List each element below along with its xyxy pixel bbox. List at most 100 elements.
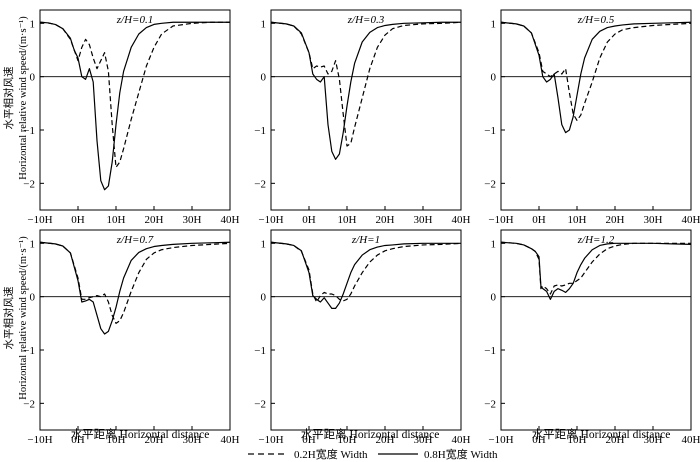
y-tick-label: 1 <box>261 238 267 250</box>
x-tick-label: 40H <box>221 214 240 226</box>
x-tick-label: 0H <box>532 214 546 226</box>
x-tick-label: 30H <box>644 214 663 226</box>
x-tick-label: −10H <box>27 434 52 446</box>
y-axis-label-en-top: Horizontal relative wind speed/(m·s⁻¹) <box>18 16 29 180</box>
series-solid-line <box>500 21 692 134</box>
series-dashed-line <box>500 21 692 121</box>
panel-title: z/H=1 <box>351 234 380 246</box>
y-tick-label: 0 <box>261 292 267 304</box>
panel-title: z/H=1.2 <box>577 234 615 246</box>
y-tick-label: 1 <box>30 18 36 30</box>
x-axis-label-3: 水平距离 Horizontal distance <box>532 427 671 441</box>
x-tick-label: 0H <box>71 434 85 446</box>
y-axis-label-bottom: 水平相对风速 Horizontal relative wind speed/(m… <box>2 236 29 400</box>
x-tick-label: 40H <box>682 214 700 226</box>
x-tick-label: 0H <box>302 434 316 446</box>
panel-title: z/H=0.5 <box>577 14 615 26</box>
y-tick-label: −2 <box>484 398 496 410</box>
series-dashed-line <box>500 241 691 295</box>
legend-label-0: 0.2H宽度 Width <box>294 447 368 461</box>
x-tick-label: −10H <box>27 214 52 226</box>
x-tick-label: 20H <box>145 214 164 226</box>
x-tick-label: 10H <box>107 214 126 226</box>
x-tick-label: 20H <box>145 434 164 446</box>
y-tick-label: −1 <box>23 125 35 137</box>
y-tick-label: 1 <box>491 18 497 30</box>
y-tick-label: −2 <box>23 178 35 190</box>
y-axis-label-cn-top: 水平相对风速 <box>2 66 15 129</box>
series-solid-line <box>500 241 692 300</box>
y-tick-label: 1 <box>261 18 267 30</box>
y-tick-label: −2 <box>254 178 266 190</box>
y-axis-label-cn-bottom: 水平相对风速 <box>2 286 15 349</box>
x-tick-label: 40H <box>221 434 240 446</box>
panels: z/H=0.1−10H 0H 10H 20H 30H 40H10−1−2z/H=0.3−1… <box>23 9 700 446</box>
x-tick-label: −10H <box>258 434 283 446</box>
plot-frame <box>500 9 692 211</box>
x-tick-label: 30H <box>414 214 433 226</box>
y-tick-label: −1 <box>23 345 35 357</box>
series-dashed-line <box>39 241 231 324</box>
y-tick-label: −2 <box>484 178 496 190</box>
series-solid-line <box>270 21 461 160</box>
x-tick-label: 0H <box>302 214 316 226</box>
panel-2: z/H=0.5 −10H 0H 10H 20H 30H 40H 1 0 −1 −2 <box>484 9 700 226</box>
series-dashed-line <box>39 21 230 168</box>
panel-0: z/H=0.1 −10H 0H 10H 20H 30H 40H 1 0 −1 −2 <box>23 9 240 226</box>
panel-1: z/H=0.3 −10H 0H 10H 20H 30H 40H 1 0 −1 −2 <box>254 9 471 226</box>
plot-frame <box>270 229 462 431</box>
x-tick-label: 10H <box>568 214 587 226</box>
x-axis-label-2: 水平距离 Horizontal distance <box>301 427 440 441</box>
x-tick-label: 0H <box>71 214 85 226</box>
panel-title: z/H=0.3 <box>347 14 385 26</box>
panel-4: z/H=1 −10H 0H 10H 20H 30H 40H 1 0 −1 −2 <box>254 229 471 446</box>
x-tick-label: 10H <box>338 434 357 446</box>
series-dashed-line <box>270 241 462 303</box>
panel-title: z/H=0.7 <box>116 234 154 246</box>
x-tick-label: 10H <box>338 214 357 226</box>
series-solid-line <box>270 241 461 309</box>
x-axis-label-1: 水平距离 Horizontal distance <box>71 427 210 441</box>
x-tick-label: 20H <box>606 214 625 226</box>
x-tick-label: 30H <box>644 434 663 446</box>
y-tick-label: 0 <box>491 292 497 304</box>
y-tick-label: 1 <box>491 238 497 250</box>
series-solid-line <box>39 241 231 335</box>
x-tick-label: 20H <box>376 434 395 446</box>
y-axis-label-top: 水平相对风速 Horizontal relative wind speed/(m… <box>2 16 29 180</box>
x-tick-label: 40H <box>452 214 471 226</box>
plot-frame <box>270 9 462 211</box>
legend: 0.2H宽度 Width 0.8H宽度 Width <box>248 447 498 461</box>
y-tick-label: 0 <box>30 72 36 84</box>
x-tick-label: 40H <box>682 434 700 446</box>
x-tick-label: −10H <box>488 434 513 446</box>
y-tick-label: −1 <box>484 345 496 357</box>
y-tick-label: −1 <box>254 125 266 137</box>
plot-frame <box>500 229 692 431</box>
y-tick-label: 1 <box>30 238 36 250</box>
plot-frame <box>39 229 231 431</box>
y-tick-label: 0 <box>261 72 267 84</box>
y-tick-label: −2 <box>23 398 35 410</box>
y-tick-label: 0 <box>491 72 497 84</box>
y-axis-label-en-bottom: Horizontal relative wind speed/(m·s⁻¹) <box>18 236 29 400</box>
x-tick-label: 20H <box>606 434 625 446</box>
x-tick-label: 40H <box>452 434 471 446</box>
y-tick-label: −1 <box>254 345 266 357</box>
x-tick-label: 10H <box>107 434 126 446</box>
panel-3: z/H=0.7 −10H 0H 10H 20H 30H 40H 1 0 −1 −2 <box>23 229 240 446</box>
legend-label-1: 0.8H宽度 Width <box>424 447 498 461</box>
x-tick-label: −10H <box>488 214 513 226</box>
x-tick-label: 30H <box>183 214 202 226</box>
x-tick-label: 20H <box>376 214 395 226</box>
x-tick-label: 0H <box>532 434 546 446</box>
x-tick-label: 30H <box>414 434 433 446</box>
plot-frame <box>39 9 231 211</box>
y-tick-label: −1 <box>484 125 496 137</box>
series-solid-line <box>39 21 230 191</box>
panel-5: z/H=1.2 −10H 0H 10H 20H 30H 40H 1 0 −1 −2 <box>484 229 700 446</box>
x-tick-label: 10H <box>568 434 587 446</box>
panel-title: z/H=0.1 <box>116 14 153 26</box>
y-tick-label: −2 <box>254 398 266 410</box>
